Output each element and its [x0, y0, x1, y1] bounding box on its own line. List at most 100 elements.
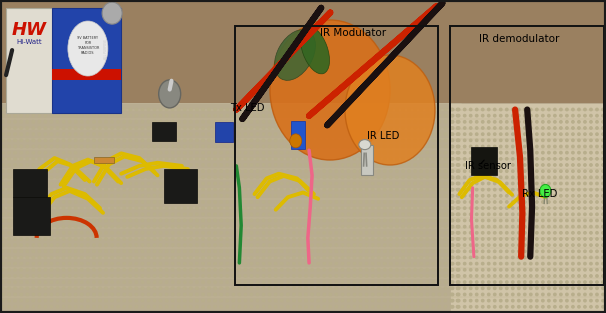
Circle shape	[323, 287, 325, 290]
Circle shape	[359, 133, 362, 135]
Circle shape	[414, 127, 416, 129]
Circle shape	[178, 170, 180, 172]
Circle shape	[488, 176, 490, 178]
Circle shape	[402, 176, 404, 178]
Circle shape	[244, 145, 247, 148]
Circle shape	[323, 195, 325, 197]
Circle shape	[456, 225, 459, 228]
Circle shape	[275, 293, 277, 296]
Circle shape	[62, 176, 65, 178]
Circle shape	[450, 225, 453, 228]
Circle shape	[238, 151, 241, 154]
Circle shape	[341, 281, 344, 283]
Circle shape	[426, 219, 428, 222]
Circle shape	[402, 195, 404, 197]
Circle shape	[62, 219, 65, 222]
Circle shape	[184, 244, 186, 246]
Circle shape	[317, 213, 319, 216]
Circle shape	[135, 213, 138, 216]
Circle shape	[542, 127, 544, 129]
Circle shape	[81, 244, 83, 246]
Circle shape	[32, 108, 35, 111]
Circle shape	[596, 281, 598, 283]
Circle shape	[590, 158, 592, 160]
Circle shape	[482, 250, 484, 253]
Circle shape	[488, 287, 490, 290]
Circle shape	[470, 121, 472, 123]
Circle shape	[571, 250, 574, 253]
Circle shape	[488, 232, 490, 234]
Circle shape	[81, 158, 83, 160]
Circle shape	[117, 232, 119, 234]
Circle shape	[476, 238, 478, 240]
Circle shape	[505, 219, 508, 222]
Circle shape	[476, 262, 478, 265]
Circle shape	[93, 238, 95, 240]
Circle shape	[450, 207, 453, 209]
Circle shape	[123, 207, 125, 209]
Circle shape	[548, 139, 550, 141]
Circle shape	[268, 195, 271, 197]
Circle shape	[365, 201, 368, 203]
Circle shape	[56, 225, 59, 228]
Circle shape	[505, 182, 508, 185]
Circle shape	[396, 127, 398, 129]
Circle shape	[384, 300, 386, 302]
Circle shape	[584, 108, 586, 111]
Circle shape	[105, 232, 107, 234]
Circle shape	[578, 281, 580, 283]
Circle shape	[451, 213, 454, 216]
Circle shape	[353, 195, 356, 197]
Circle shape	[50, 238, 53, 240]
Circle shape	[147, 281, 150, 283]
Circle shape	[208, 232, 210, 234]
Circle shape	[184, 281, 186, 283]
Circle shape	[482, 262, 484, 265]
Circle shape	[256, 300, 259, 302]
Circle shape	[390, 133, 392, 135]
Circle shape	[347, 201, 350, 203]
Circle shape	[244, 256, 247, 259]
Circle shape	[202, 213, 204, 216]
Circle shape	[232, 170, 235, 172]
Circle shape	[117, 207, 119, 209]
Circle shape	[75, 195, 77, 197]
Circle shape	[488, 108, 490, 111]
Circle shape	[536, 145, 538, 148]
Circle shape	[8, 250, 10, 253]
Circle shape	[305, 188, 307, 191]
Circle shape	[402, 300, 404, 302]
Circle shape	[111, 170, 113, 172]
Circle shape	[184, 232, 186, 234]
Circle shape	[135, 170, 138, 172]
Circle shape	[293, 275, 295, 277]
Circle shape	[178, 182, 180, 185]
Circle shape	[359, 232, 362, 234]
Circle shape	[8, 238, 10, 240]
Circle shape	[470, 262, 472, 265]
Circle shape	[62, 127, 65, 129]
Circle shape	[87, 158, 89, 160]
Circle shape	[524, 133, 526, 135]
Circle shape	[262, 176, 265, 178]
Circle shape	[299, 176, 301, 178]
Circle shape	[470, 219, 472, 222]
Circle shape	[56, 164, 59, 166]
Circle shape	[214, 250, 216, 253]
Circle shape	[238, 164, 241, 166]
Circle shape	[281, 232, 283, 234]
Circle shape	[426, 121, 428, 123]
Circle shape	[50, 219, 53, 222]
Circle shape	[511, 300, 514, 302]
Circle shape	[87, 170, 89, 172]
Circle shape	[153, 139, 156, 141]
Circle shape	[438, 213, 441, 216]
Circle shape	[171, 232, 174, 234]
Circle shape	[190, 195, 192, 197]
Circle shape	[26, 244, 28, 246]
Circle shape	[347, 250, 350, 253]
Circle shape	[335, 256, 338, 259]
Circle shape	[426, 275, 428, 277]
Circle shape	[14, 207, 16, 209]
Circle shape	[244, 164, 247, 166]
